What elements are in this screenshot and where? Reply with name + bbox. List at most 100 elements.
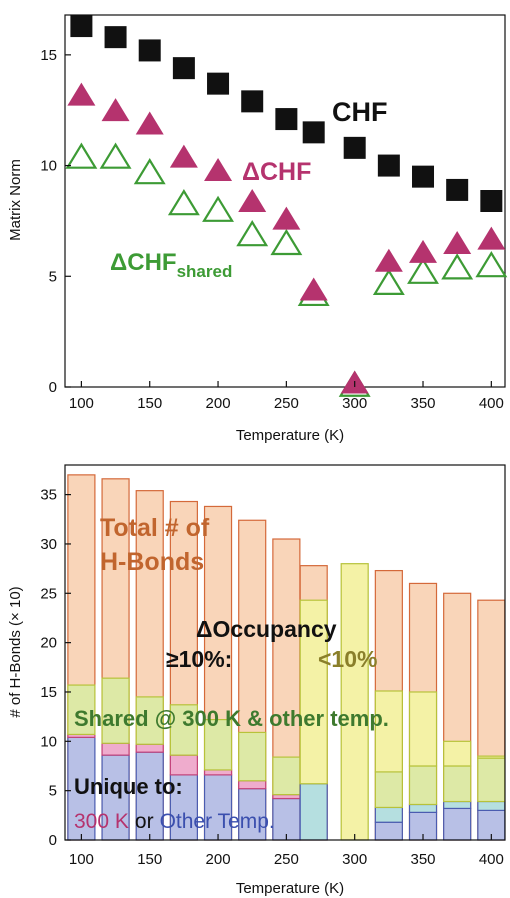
top-x-tick-label: 100 xyxy=(69,395,94,412)
bottom-x-tick-label: 250 xyxy=(274,851,299,868)
unique-300k-bar xyxy=(203,769,233,776)
dchf-point xyxy=(67,82,96,106)
chf-label: CHF xyxy=(332,97,388,127)
unique-other-ge10-bar xyxy=(203,774,233,841)
unique-other-ge10-bar xyxy=(67,736,96,841)
dchf-label: ΔCHF xyxy=(242,158,311,186)
dchf-shared-point xyxy=(133,158,166,185)
dchf-shared-point xyxy=(202,195,235,222)
chf-point xyxy=(446,178,469,201)
dchf-shared-point xyxy=(441,253,474,280)
unique-legend-line: 300 K or Other Temp. xyxy=(74,810,275,833)
shared-ge10-bar xyxy=(203,719,233,771)
top-x-ticks: 100 150 200 250 300 350 400 xyxy=(69,381,504,412)
matrix-norm-chart: 100 150 200 250 300 350 400 0 5 10 15 Temperature… xyxy=(7,14,508,444)
dchf-shared-point xyxy=(475,251,508,278)
chf-point xyxy=(172,57,195,80)
bottom-x-tick-label: 150 xyxy=(137,851,162,868)
dchf-point xyxy=(272,206,301,230)
shared-lt10-bar xyxy=(443,740,472,767)
delta-occupancy-label: ΔOccupancy xyxy=(196,616,337,642)
ge10-label: ≥10%: xyxy=(166,646,232,672)
shared-ge10-bar xyxy=(272,756,301,796)
top-x-axis-label: Temperature (K) xyxy=(236,427,344,444)
shared-ge10-bar xyxy=(169,704,198,756)
lt10-label: <10% xyxy=(318,646,377,672)
shared-ge10-bar xyxy=(101,677,130,744)
top-x-tick-label: 400 xyxy=(479,395,504,412)
dchf-shared-point xyxy=(407,257,439,284)
top-plot-frame xyxy=(64,14,506,388)
bottom-y-axis-label: # of H-Bonds (× 10) xyxy=(7,586,24,717)
bottom-plot-frame xyxy=(64,464,506,841)
bottom-y-tick-label: 20 xyxy=(40,635,57,652)
shared-label: Shared @ 300 K & other temp. xyxy=(74,706,389,731)
top-x-tick-label: 150 xyxy=(137,395,162,412)
top-y-tick-label: 10 xyxy=(40,158,57,175)
top-x-tick-label: 200 xyxy=(206,395,231,412)
dchf-shared-point xyxy=(236,220,269,247)
top-y-tick-label: 5 xyxy=(49,268,57,285)
unique-or-text: or xyxy=(135,810,154,833)
dchf-point xyxy=(374,248,403,272)
shared-lt10-bar xyxy=(374,690,403,773)
h-bonds-chart: 100 150 200 250 300 350 400 0 5 10 15 20 25 30 35 Tem… xyxy=(7,464,506,897)
top-x-tick-label: 350 xyxy=(410,395,435,412)
chf-point xyxy=(302,121,325,144)
dchf-point xyxy=(135,111,164,135)
unique-other-ge10-bar xyxy=(101,754,130,841)
unique-other-ge10-bar xyxy=(169,774,198,841)
dchf-shared-label: ΔCHFshared xyxy=(110,249,232,281)
dchf-point xyxy=(443,231,472,255)
shared-lt10-bar xyxy=(477,755,506,759)
bottom-y-tick-label: 35 xyxy=(40,487,57,504)
bottom-y-tick-label: 25 xyxy=(40,585,57,602)
unique-other-lt10-bar xyxy=(299,783,328,841)
unique-other-ge10-bar xyxy=(135,751,164,841)
top-x-tick-label: 250 xyxy=(274,395,299,412)
dchf-shared-point xyxy=(270,228,303,256)
top-y-ticks: 0 5 10 15 xyxy=(40,47,71,396)
top-data-marks xyxy=(65,15,508,397)
chf-point xyxy=(70,15,93,38)
bottom-y-tick-label: 15 xyxy=(40,684,57,701)
dchf-point xyxy=(204,157,233,181)
dchf-point xyxy=(101,98,130,122)
unique-other-text: Other Temp. xyxy=(160,810,275,833)
dchf-point xyxy=(238,188,267,212)
chf-point xyxy=(104,26,127,49)
unique-other-lt10-bar xyxy=(477,800,506,811)
unique-300k-bar xyxy=(238,780,267,790)
shared-ge10-bar xyxy=(135,696,164,745)
unique-other-ge10-bar xyxy=(443,807,472,841)
chf-point xyxy=(343,136,366,159)
unique-300k-bar xyxy=(101,742,130,756)
top-y-axis-label: Matrix Norm xyxy=(7,159,24,241)
chf-point xyxy=(480,190,503,212)
bottom-x-tick-label: 100 xyxy=(69,851,94,868)
dchf-point xyxy=(299,277,328,301)
dchf-shared-point xyxy=(167,189,200,216)
bottom-y-tick-label: 0 xyxy=(49,832,57,849)
shared-ge10-bar xyxy=(374,771,403,809)
unique-300k-text: 300 K xyxy=(74,810,129,833)
shared-ge10-bar xyxy=(238,731,267,782)
dchf-point xyxy=(169,144,198,168)
chf-point xyxy=(138,39,161,62)
shared-ge10-bar xyxy=(67,684,96,736)
unique-other-lt10-bar xyxy=(408,803,438,813)
dchf-point xyxy=(409,239,438,263)
dchf-shared-main: ΔCHF xyxy=(110,249,177,276)
unique-300k-bar xyxy=(169,754,198,776)
dchf-shared-point xyxy=(99,142,132,169)
unique-other-ge10-bar xyxy=(238,788,267,841)
unique-other-ge10-bar xyxy=(374,821,403,841)
bottom-x-tick-label: 400 xyxy=(479,851,504,868)
bottom-x-axis-label: Temperature (K) xyxy=(236,880,344,897)
chf-point xyxy=(412,165,435,188)
shared-lt10-bar xyxy=(299,599,328,785)
bottom-x-tick-label: 350 xyxy=(410,851,435,868)
bottom-y-ticks: 0 5 10 15 20 25 30 35 xyxy=(40,487,71,849)
bottom-y-tick-label: 30 xyxy=(40,536,57,553)
